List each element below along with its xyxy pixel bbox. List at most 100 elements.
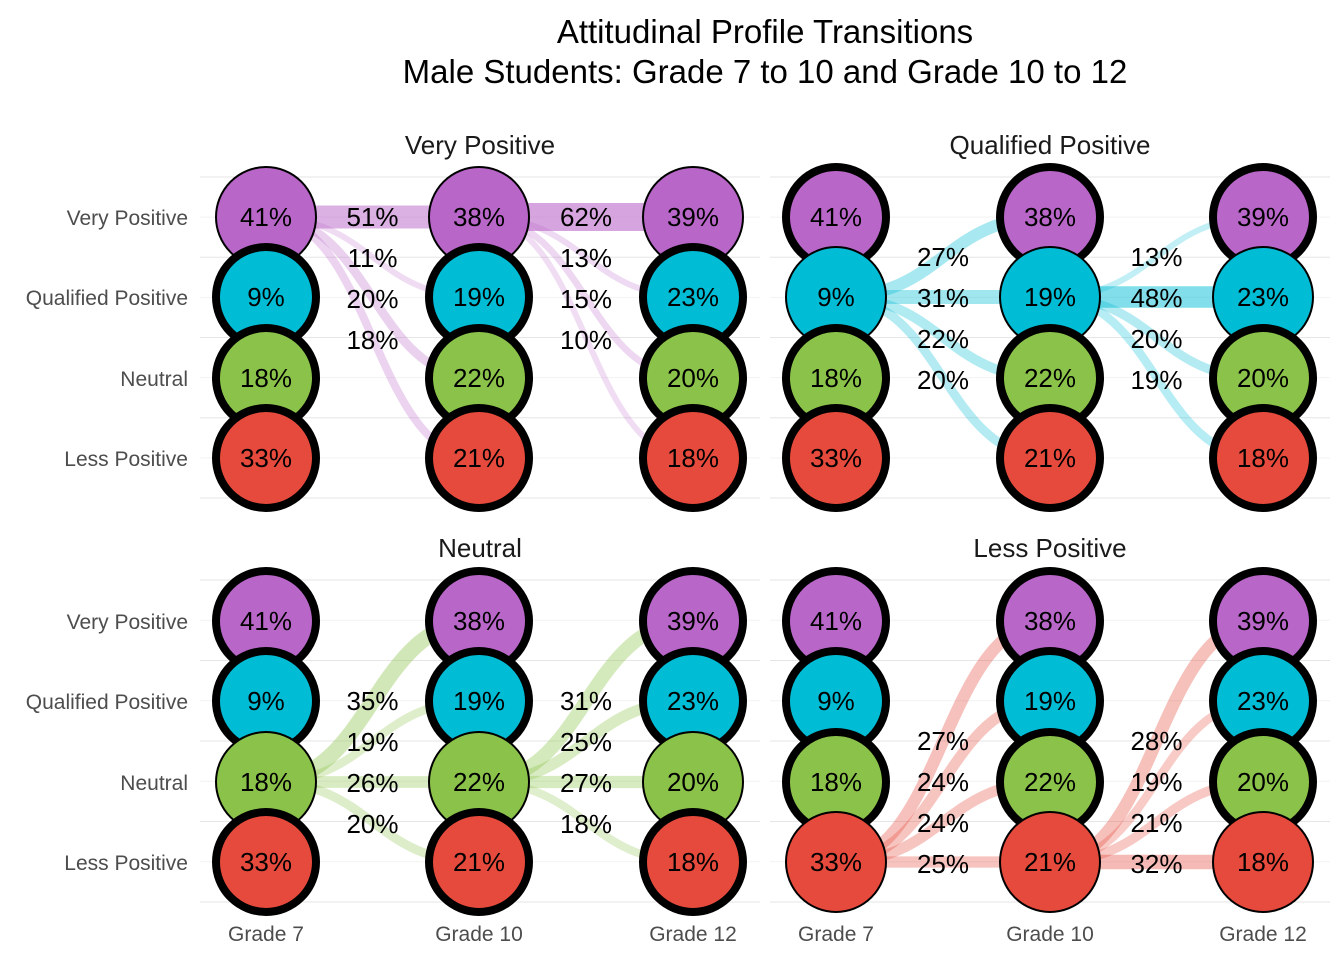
transition-label-g7-g10: 20%: [917, 365, 969, 395]
node-label-grade-10-qualified-positive: 19%: [1024, 282, 1076, 312]
y-tick-label-qualified-positive: Qualified Positive: [26, 287, 188, 310]
node-label-grade-12-less-positive: 18%: [667, 443, 719, 473]
node-label-grade-7-qualified-positive: 9%: [247, 686, 285, 716]
node-label-grade-12-very-positive: 39%: [667, 606, 719, 636]
node-label-grade-7-less-positive: 33%: [240, 443, 292, 473]
node-label-grade-7-neutral: 18%: [810, 767, 862, 797]
transition-label-g10-g12: 27%: [560, 768, 612, 798]
node-label-grade-7-qualified-positive: 9%: [817, 686, 855, 716]
node-label-grade-10-qualified-positive: 19%: [1024, 686, 1076, 716]
node-label-grade-12-less-positive: 18%: [667, 847, 719, 877]
node-label-grade-10-qualified-positive: 19%: [453, 282, 505, 312]
node-label-grade-12-qualified-positive: 23%: [667, 686, 719, 716]
node-grade-12-less-positive: [1209, 404, 1317, 512]
panel-less-positive-title: Less Positive: [973, 533, 1126, 563]
transition-label-g10-g12: 13%: [560, 243, 612, 273]
transition-label-g7-g10: 26%: [346, 768, 398, 798]
node-grade-12-less-positive: [639, 404, 747, 512]
x-tick-label-grade-7: Grade 7: [798, 923, 874, 946]
node-grade-10-less-positive: [425, 808, 533, 916]
node-label-grade-10-very-positive: 38%: [453, 606, 505, 636]
node-grade-7-less-positive: [785, 811, 887, 913]
x-tick-label-grade-12: Grade 12: [1219, 923, 1307, 946]
transition-label-g7-g10: 11%: [347, 243, 397, 273]
transition-label-g10-g12: 31%: [560, 686, 612, 716]
node-label-grade-12-very-positive: 39%: [1237, 202, 1289, 232]
x-tick-label-grade-10: Grade 10: [1006, 923, 1094, 946]
y-tick-label-neutral: Neutral: [120, 772, 188, 795]
node-label-grade-10-qualified-positive: 19%: [453, 686, 505, 716]
transition-label-g7-g10: 27%: [917, 242, 969, 272]
node-label-grade-7-less-positive: 33%: [810, 443, 862, 473]
panel-very-positive: Very Positive 41% 9% 18% 33% 38% 19% 22% 21% 39% 2…: [26, 130, 760, 512]
node-grade-10-less-positive: [996, 404, 1104, 512]
y-tick-label-less-positive: Less Positive: [64, 852, 188, 875]
transition-label-g7-g10: 18%: [346, 325, 398, 355]
panel-less-positive: Less Positive 41% 9% 18% 33% 38% 19% 22% 21% 39% 2…: [770, 533, 1330, 946]
transition-label-g10-g12: 28%: [1130, 726, 1182, 756]
node-label-grade-10-less-positive: 21%: [453, 847, 505, 877]
y-tick-label-qualified-positive: Qualified Positive: [26, 691, 188, 714]
node-label-grade-10-very-positive: 38%: [453, 202, 505, 232]
node-label-grade-12-qualified-positive: 23%: [1237, 282, 1289, 312]
transition-label-g7-g10: 20%: [346, 809, 398, 839]
node-label-grade-10-neutral: 22%: [453, 767, 505, 797]
transition-label-g10-g12: 15%: [560, 284, 612, 314]
node-label-grade-10-very-positive: 38%: [1024, 606, 1076, 636]
transition-label-g7-g10: 31%: [917, 283, 969, 313]
panel-qualified-positive: Qualified Positive 41% 9% 18% 33% 38% 19% 22% 21…: [770, 130, 1330, 512]
node-label-grade-12-qualified-positive: 23%: [1237, 686, 1289, 716]
panel-very-positive-title: Very Positive: [405, 130, 555, 160]
node-label-grade-7-very-positive: 41%: [810, 606, 862, 636]
node-label-grade-12-neutral: 20%: [1237, 767, 1289, 797]
transition-label-g7-g10: 24%: [917, 808, 969, 838]
x-tick-label-grade-10: Grade 10: [435, 923, 523, 946]
node-grade-10-less-positive: [425, 404, 533, 512]
node-label-grade-10-less-positive: 21%: [1024, 847, 1076, 877]
node-grade-10-less-positive: [999, 811, 1101, 913]
transition-label-g10-g12: 13%: [1130, 242, 1182, 272]
panel-neutral: Neutral 41% 9% 18% 33% 38% 19% 22% 21% 39% 23% 20% 1…: [26, 533, 760, 946]
node-label-grade-7-less-positive: 33%: [810, 847, 862, 877]
transition-label-g7-g10: 22%: [917, 324, 969, 354]
node-label-grade-7-qualified-positive: 9%: [817, 282, 855, 312]
node-label-grade-7-very-positive: 41%: [240, 606, 292, 636]
transition-label-g7-g10: 20%: [346, 284, 398, 314]
transition-label-g10-g12: 20%: [1130, 324, 1182, 354]
transition-label-g10-g12: 19%: [1130, 365, 1182, 395]
y-tick-label-very-positive: Very Positive: [67, 611, 188, 634]
node-label-grade-12-neutral: 20%: [667, 767, 719, 797]
node-label-grade-7-qualified-positive: 9%: [247, 282, 285, 312]
node-grade-12-less-positive: [639, 808, 747, 916]
node-label-grade-12-neutral: 20%: [1237, 363, 1289, 393]
transition-label-g10-g12: 18%: [560, 809, 612, 839]
transition-label-g7-g10: 27%: [917, 726, 969, 756]
node-label-grade-12-less-positive: 18%: [1237, 847, 1289, 877]
transition-label-g10-g12: 25%: [560, 727, 612, 757]
transition-label-g7-g10: 35%: [346, 686, 398, 716]
node-label-grade-7-very-positive: 41%: [240, 202, 292, 232]
node-label-grade-12-very-positive: 39%: [1237, 606, 1289, 636]
panel-qualified-positive-title: Qualified Positive: [950, 130, 1151, 160]
transition-label-g7-g10: 51%: [346, 202, 398, 232]
node-label-grade-7-very-positive: 41%: [810, 202, 862, 232]
transition-label-g10-g12: 21%: [1130, 808, 1182, 838]
x-tick-label-grade-7: Grade 7: [228, 923, 304, 946]
transition-label-g10-g12: 19%: [1130, 767, 1182, 797]
transition-label-g10-g12: 48%: [1130, 283, 1182, 313]
transition-label-g7-g10: 24%: [917, 767, 969, 797]
node-label-grade-7-neutral: 18%: [810, 363, 862, 393]
y-tick-label-less-positive: Less Positive: [64, 448, 188, 471]
x-tick-label-grade-12: Grade 12: [649, 923, 737, 946]
transition-label-g10-g12: 10%: [560, 325, 612, 355]
chart-title-line-1: Attitudinal Profile Transitions: [556, 13, 974, 50]
node-label-grade-10-very-positive: 38%: [1024, 202, 1076, 232]
node-label-grade-12-less-positive: 18%: [1237, 443, 1289, 473]
transition-label-g7-g10: 19%: [346, 727, 398, 757]
y-tick-label-very-positive: Very Positive: [67, 207, 188, 230]
node-label-grade-7-less-positive: 33%: [240, 847, 292, 877]
node-label-grade-7-neutral: 18%: [240, 363, 292, 393]
node-label-grade-10-less-positive: 21%: [453, 443, 505, 473]
node-grade-7-less-positive: [212, 808, 320, 916]
